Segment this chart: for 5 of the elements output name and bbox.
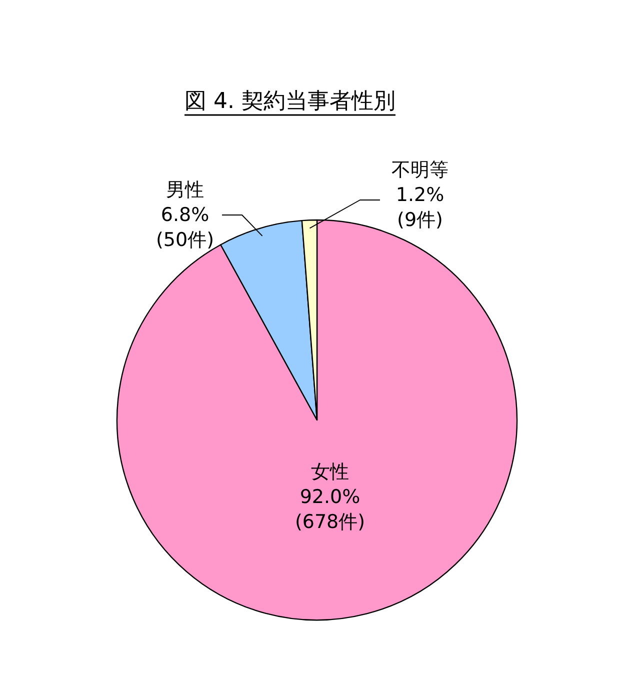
title: 図 4. 契約当事者性別 (184, 89, 396, 114)
slice-label: 男性 (166, 179, 204, 201)
data-label: 1.2% (9件) (396, 184, 444, 231)
slice-label: 不明等 (392, 159, 448, 181)
data-label: 6.8% (50件) (156, 204, 214, 251)
